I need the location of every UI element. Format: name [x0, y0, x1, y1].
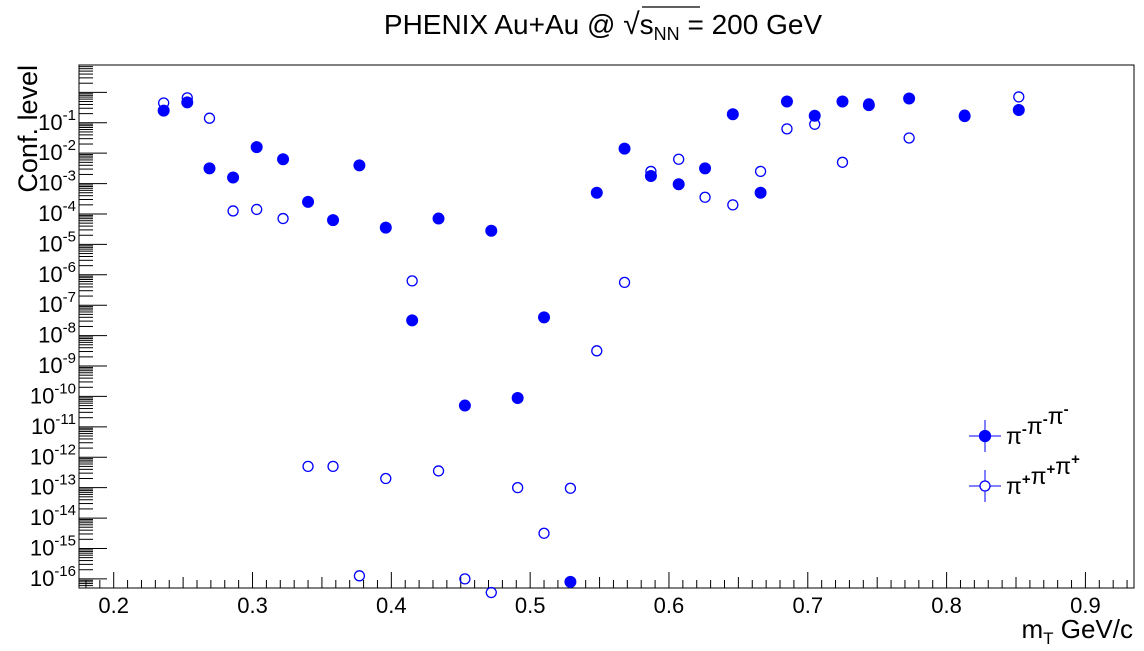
data-point-filled [302, 195, 315, 208]
data-point-filled [618, 142, 631, 155]
data-point-filled [250, 141, 263, 154]
data-point-filled [327, 214, 340, 227]
data-point-open [538, 527, 550, 539]
data-point-filled [458, 399, 471, 412]
data-point-filled [754, 186, 767, 199]
data-point-filled [203, 162, 216, 175]
data-point-filled [406, 314, 419, 327]
legend-marker-open [979, 480, 991, 492]
data-point-open [903, 132, 915, 144]
plot-frame [78, 64, 1135, 589]
y-tick-label: 10-6 [38, 259, 76, 287]
data-point-filled [1012, 104, 1025, 117]
data-point-open [673, 153, 685, 165]
data-point-filled [699, 162, 712, 175]
legend-label: π+π+π+ [1006, 451, 1080, 499]
data-point-open [836, 156, 849, 168]
chart-title: PHENIX Au+Au @ √sNN = 200 GeV [384, 8, 823, 44]
data-point-filled [672, 178, 685, 191]
data-point-open [645, 165, 657, 178]
y-tick-label: 10-12 [30, 441, 76, 469]
data-point-filled [836, 95, 849, 108]
data-point-open [727, 199, 739, 211]
data-point-filled [903, 92, 916, 105]
data-point-open [485, 586, 497, 599]
y-tick-label: 10-13 [30, 472, 76, 500]
sqrt-symbol: √ [623, 8, 640, 41]
y-axis: 10-1610-1510-1410-1310-1210-1110-1010-91… [30, 66, 107, 591]
data-point-filled [511, 391, 524, 404]
legend: π-π-π-π+π+π+ [969, 401, 1080, 502]
y-tick-label: 10-4 [38, 198, 76, 226]
data-point-filled [780, 95, 793, 108]
x-tick-label: 0.9 [1070, 593, 1101, 618]
x-tick-label: 0.5 [515, 593, 546, 618]
data-point-open [512, 482, 524, 494]
data-point-open [618, 276, 631, 289]
y-tick-label: 10-2 [38, 137, 76, 165]
data-point-open [353, 570, 366, 582]
data-point-open [432, 465, 445, 477]
data-point-open [406, 275, 418, 287]
data-point-open [251, 203, 263, 216]
data-point-open [203, 112, 216, 124]
data-point-filled [564, 575, 577, 588]
data-point-open [277, 212, 289, 225]
y-tick-label: 10-14 [30, 502, 76, 530]
data-point-filled [353, 159, 366, 172]
x-axis-label: mT GeV/c [1021, 614, 1133, 648]
y-tick-label: 10-7 [38, 289, 76, 317]
x-tick-label: 0.4 [376, 593, 407, 618]
y-tick-label: 10-15 [30, 532, 76, 560]
data-point-filled [485, 224, 498, 237]
data-point-open [459, 573, 471, 585]
y-tick-label: 10-3 [38, 168, 76, 196]
x-tick-label: 0.6 [654, 593, 685, 618]
data-point-open [958, 109, 971, 121]
data-series [157, 91, 1025, 599]
data-point-open [158, 97, 170, 109]
data-point-filled [726, 108, 739, 121]
data-point-open [781, 123, 793, 135]
legend-label: π-π-π- [1006, 401, 1069, 449]
legend-marker-filled [978, 429, 992, 443]
y-tick-label: 10-11 [31, 411, 76, 439]
data-point-open [380, 472, 392, 485]
data-point-open [699, 191, 711, 203]
data-point-open [1013, 91, 1025, 103]
data-point-filled [379, 221, 392, 234]
data-point-open [591, 345, 603, 357]
data-point-open [302, 460, 314, 473]
data-point-open [754, 165, 767, 178]
x-axis: 0.2 0.3 0.4 0.5 0.6 0.7 0.8 0.9 [85, 572, 1128, 618]
y-tick-label: 10-1 [38, 107, 76, 135]
y-tick-label: 10-9 [38, 350, 76, 378]
data-point-filled [538, 311, 551, 324]
data-point-open [227, 205, 239, 217]
data-point-open [564, 482, 577, 494]
y-tick-label: 10-5 [38, 228, 76, 256]
data-point-open [181, 92, 193, 104]
x-tick-label: 0.7 [792, 593, 823, 618]
x-tick-label: 0.2 [98, 593, 129, 618]
data-point-filled [227, 171, 240, 184]
data-point-open [863, 98, 875, 110]
x-tick-label: 0.8 [931, 593, 962, 618]
y-tick-label: 10-10 [30, 380, 76, 408]
data-point-open [327, 460, 339, 473]
data-point-filled [808, 109, 821, 122]
data-point-filled [590, 186, 603, 199]
data-point-filled [277, 153, 290, 166]
y-tick-label: 10-8 [38, 320, 76, 348]
y-tick-label: 10-16 [30, 563, 76, 591]
data-point-filled [432, 212, 445, 225]
x-tick-label: 0.3 [237, 593, 268, 618]
data-point-open [809, 118, 821, 130]
y-axis-label: Conf. level [13, 65, 43, 193]
